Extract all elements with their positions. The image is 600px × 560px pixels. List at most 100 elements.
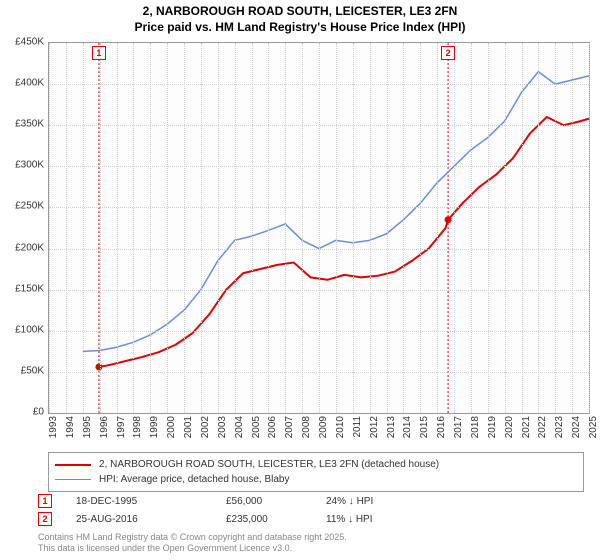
grid-line-v (235, 43, 236, 413)
marker-dot (445, 216, 452, 223)
grid-line-v (420, 43, 421, 413)
x-tick-label: 2021 (521, 416, 532, 438)
grid-line-v (589, 43, 590, 413)
y-tick-label: £200K (15, 242, 44, 253)
x-tick-label: 2016 (436, 416, 447, 438)
chart-title: 2, NARBOROUGH ROAD SOUTH, LEICESTER, LE3… (0, 0, 600, 35)
grid-line-v (184, 43, 185, 413)
x-tick-label: 2012 (369, 416, 380, 438)
x-tick-label: 2004 (234, 416, 245, 438)
legend-item: 2, NARBOROUGH ROAD SOUTH, LEICESTER, LE3… (55, 457, 577, 472)
x-tick-label: 1993 (48, 416, 59, 438)
x-tick-label: 2010 (335, 416, 346, 438)
x-tick-label: 2001 (183, 416, 194, 438)
footer-line-1: Contains HM Land Registry data © Crown c… (38, 532, 347, 543)
transaction-pct: 11% ↓ HPI (326, 514, 406, 525)
grid-line-v (201, 43, 202, 413)
x-tick-label: 2005 (251, 416, 262, 438)
y-tick-label: £350K (15, 119, 44, 130)
grid-line-v (133, 43, 134, 413)
grid-line-v (336, 43, 337, 413)
x-tick-label: 2023 (554, 416, 565, 438)
chart-container: 2, NARBOROUGH ROAD SOUTH, LEICESTER, LE3… (0, 0, 600, 560)
y-tick-label: £100K (15, 324, 44, 335)
x-tick-label: 1994 (65, 416, 76, 438)
legend-label: 2, NARBOROUGH ROAD SOUTH, LEICESTER, LE3… (99, 457, 439, 472)
x-tick-label: 1998 (132, 416, 143, 438)
legend-swatch (55, 464, 91, 466)
x-tick-label: 2011 (352, 416, 363, 438)
grid-line-v (285, 43, 286, 413)
transaction-date: 25-AUG-2016 (76, 514, 226, 525)
transaction-price: £56,000 (226, 496, 326, 507)
grid-line-v (555, 43, 556, 413)
x-tick-label: 1997 (116, 416, 127, 438)
x-tick-label: 2003 (217, 416, 228, 438)
legend-label: HPI: Average price, detached house, Blab… (99, 472, 290, 487)
grid-line-v (268, 43, 269, 413)
footer-line-2: This data is licensed under the Open Gov… (38, 543, 347, 554)
grid-line-v (454, 43, 455, 413)
y-tick-label: £300K (15, 160, 44, 171)
grid-line-v (319, 43, 320, 413)
y-tick-label: £400K (15, 78, 44, 89)
grid-line-v (387, 43, 388, 413)
grid-line-v (66, 43, 67, 413)
legend-item: HPI: Average price, detached house, Blab… (55, 472, 577, 487)
grid-line-v (522, 43, 523, 413)
x-axis: 1993 1994 1995 1996 1997 1998 1999 2000 2001 2002… (48, 414, 588, 454)
x-tick-label: 1999 (149, 416, 160, 438)
x-tick-label: 2020 (504, 416, 515, 438)
grid-line-v (49, 43, 50, 413)
x-tick-label: 2015 (419, 416, 430, 438)
grid-line-v (252, 43, 253, 413)
grid-line-v (100, 43, 101, 413)
grid-line-v (370, 43, 371, 413)
transaction-row: 2 25-AUG-2016£235,00011% ↓ HPI (38, 510, 588, 528)
x-tick-label: 2018 (470, 416, 481, 438)
y-tick-label: £150K (15, 283, 44, 294)
grid-line-v (167, 43, 168, 413)
x-tick-label: 2002 (200, 416, 211, 438)
transaction-table: 1 18-DEC-1995£56,00024% ↓ HPI 2 25-AUG-2016… (38, 492, 588, 528)
y-tick-label: £450K (15, 37, 44, 48)
grid-line-v (150, 43, 151, 413)
transaction-row: 1 18-DEC-1995£56,00024% ↓ HPI (38, 492, 588, 510)
grid-line-v (471, 43, 472, 413)
x-tick-label: 2024 (571, 416, 582, 438)
x-tick-label: 2017 (453, 416, 464, 438)
legend: 2, NARBOROUGH ROAD SOUTH, LEICESTER, LE3… (48, 452, 584, 492)
transaction-price: £235,000 (226, 514, 326, 525)
grid-line-v (538, 43, 539, 413)
transaction-pct: 24% ↓ HPI (326, 496, 406, 507)
x-tick-label: 1995 (82, 416, 93, 438)
grid-line-v (488, 43, 489, 413)
transaction-marker: 2 (38, 512, 52, 526)
x-tick-label: 2013 (386, 416, 397, 438)
legend-swatch (55, 479, 91, 480)
x-tick-label: 2000 (166, 416, 177, 438)
transaction-date: 18-DEC-1995 (76, 496, 226, 507)
grid-line-v (302, 43, 303, 413)
x-tick-label: 2019 (487, 416, 498, 438)
x-tick-label: 2008 (301, 416, 312, 438)
title-line-2: Price paid vs. HM Land Registry's House … (0, 20, 600, 36)
x-tick-label: 2025 (588, 416, 599, 438)
grid-line-v (572, 43, 573, 413)
grid-line-v (353, 43, 354, 413)
y-tick-label: £250K (15, 201, 44, 212)
grid-line-v (403, 43, 404, 413)
y-tick-label: £50K (21, 365, 44, 376)
transaction-marker: 1 (38, 494, 52, 508)
grid-line-v (437, 43, 438, 413)
grid-line-v (218, 43, 219, 413)
grid-line-v (117, 43, 118, 413)
x-tick-label: 2022 (537, 416, 548, 438)
marker-box: 2 (441, 46, 455, 60)
footer-attribution: Contains HM Land Registry data © Crown c… (38, 532, 347, 554)
marker-box: 1 (92, 46, 106, 60)
x-tick-label: 1996 (99, 416, 110, 438)
grid-line-v (83, 43, 84, 413)
plot-area: 12 (48, 42, 590, 414)
title-line-1: 2, NARBOROUGH ROAD SOUTH, LEICESTER, LE3… (0, 4, 600, 20)
